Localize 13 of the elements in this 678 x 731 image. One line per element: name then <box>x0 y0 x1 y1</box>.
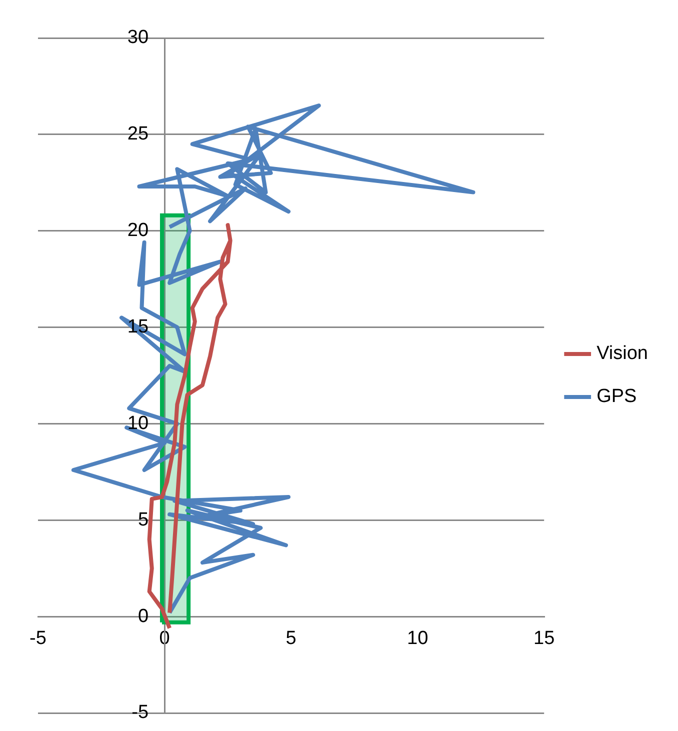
y-tick-label: -5 <box>132 702 149 724</box>
y-tick-label: 20 <box>127 220 149 242</box>
y-tick-label: 25 <box>127 124 149 145</box>
y-tick-label: 30 <box>127 27 149 48</box>
x-tick-label: 10 <box>407 628 428 650</box>
x-tick-label: 5 <box>286 628 296 650</box>
y-tick-label: 10 <box>127 412 149 434</box>
y-tick-label: 5 <box>138 509 149 530</box>
y-tick-label: 0 <box>138 606 149 627</box>
x-tick-label: 15 <box>534 628 555 650</box>
legend-label: GPS <box>596 386 637 408</box>
x-tick-label: -5 <box>30 628 46 650</box>
legend-label: Vision <box>596 343 648 364</box>
